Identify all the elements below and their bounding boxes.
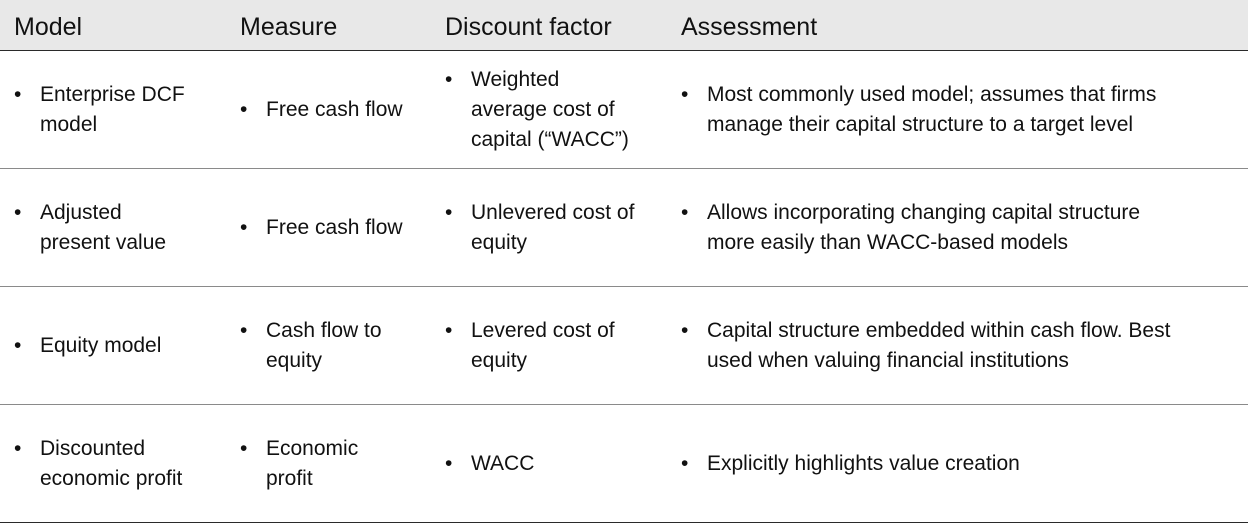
bullet-icon: •	[681, 200, 689, 224]
cell-measure: • Economic profit	[240, 405, 436, 522]
cell-model: • Equity model	[14, 287, 224, 404]
model-text: Adjusted present value	[40, 200, 167, 254]
bullet-icon: •	[681, 318, 689, 342]
assessment-text: Most commonly used model; assumes that f…	[707, 82, 1157, 136]
cell-discount-factor: • Unlevered cost of equity	[445, 169, 671, 286]
table-row: • Equity model • Cash flow to equity • Leve…	[0, 287, 1248, 405]
cell-measure: • Free cash flow	[240, 169, 436, 286]
table-row: • Discounted economic profit • Economic pr…	[0, 405, 1248, 523]
cell-discount-factor: • Levered cost of equity	[445, 287, 671, 404]
measure-text: Economic profit	[266, 436, 359, 490]
bullet-icon: •	[240, 318, 248, 342]
bullet-icon: •	[445, 318, 453, 342]
cell-measure: • Free cash flow	[240, 51, 436, 168]
table-header: Model Measure Discount factor Assessment	[0, 0, 1248, 51]
cell-measure: • Cash flow to equity	[240, 287, 436, 404]
bullet-icon: •	[240, 215, 248, 239]
measure-text: Free cash flow	[266, 215, 403, 239]
column-header-measure: Measure	[240, 13, 338, 41]
bullet-icon: •	[445, 67, 453, 91]
column-header-model: Model	[14, 13, 83, 41]
assessment-text: Allows incorporating changing capital st…	[707, 200, 1141, 254]
model-text: Equity model	[40, 333, 162, 357]
bullet-icon: •	[240, 436, 248, 460]
bullet-icon: •	[14, 82, 22, 106]
cell-model: • Discounted economic profit	[14, 405, 224, 522]
table-row: • Enterprise DCF model • Free cash flow • W…	[0, 51, 1248, 169]
discount-text: Unlevered cost of equity	[471, 200, 635, 254]
cell-model: • Enterprise DCF model	[14, 51, 224, 168]
bullet-icon: •	[14, 200, 22, 224]
cell-assessment: • Allows incorporating changing capital s…	[681, 169, 1241, 286]
column-header-discount-factor: Discount factor	[445, 13, 612, 41]
bullet-icon: •	[240, 97, 248, 121]
discount-text: WACC	[471, 451, 535, 475]
cell-discount-factor: • Weighted average cost of capital (“WACC…	[445, 51, 671, 168]
discount-text: Levered cost of equity	[471, 318, 615, 372]
assessment-text: Explicitly highlights value creation	[707, 451, 1020, 475]
bullet-icon: •	[445, 200, 453, 224]
cell-assessment: • Explicitly highlights value creation	[681, 405, 1241, 522]
cell-assessment: • Most commonly used model; assumes that …	[681, 51, 1241, 168]
assessment-text: Capital structure embedded within cash f…	[707, 318, 1171, 372]
bullet-icon: •	[681, 82, 689, 106]
bullet-icon: •	[14, 436, 22, 460]
bullet-icon: •	[681, 451, 689, 475]
column-header-assessment: Assessment	[681, 13, 818, 41]
measure-text: Cash flow to equity	[266, 318, 382, 372]
table-row: • Adjusted present value • Free cash flow …	[0, 169, 1248, 287]
discount-text: Weighted average cost of capital (“WACC”…	[471, 67, 629, 151]
cell-model: • Adjusted present value	[14, 169, 224, 286]
model-text: Discounted economic profit	[40, 436, 183, 490]
measure-text: Free cash flow	[266, 97, 403, 121]
bullet-icon: •	[445, 451, 453, 475]
cell-assessment: • Capital structure embedded within cash …	[681, 287, 1241, 404]
model-text: Enterprise DCF model	[40, 82, 185, 136]
bullet-icon: •	[14, 333, 22, 357]
cell-discount-factor: • WACC	[445, 405, 671, 522]
